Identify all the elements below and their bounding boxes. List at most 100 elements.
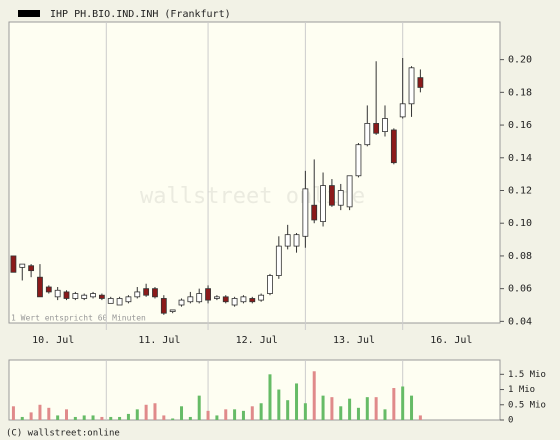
volume-bar bbox=[171, 418, 175, 420]
candle-body bbox=[355, 144, 362, 177]
candle-body bbox=[19, 263, 26, 268]
candle-body bbox=[214, 296, 220, 299]
volume-bar bbox=[401, 386, 405, 420]
volume-bar bbox=[365, 397, 369, 420]
y-tick-label: 0.04 bbox=[508, 316, 532, 327]
y-tick-label: 0 bbox=[508, 416, 513, 426]
x-tick-label: 10. Jul bbox=[32, 335, 74, 346]
volume-bar bbox=[29, 412, 33, 420]
volume-bar bbox=[321, 395, 325, 420]
candle-body bbox=[98, 294, 105, 299]
volume-bar bbox=[47, 407, 51, 420]
volume-bar bbox=[410, 395, 414, 420]
x-tick-label: 16. Jul bbox=[430, 335, 472, 346]
candle-body bbox=[187, 296, 194, 303]
volume-bar bbox=[215, 415, 219, 420]
volume-bar bbox=[206, 410, 210, 420]
x-tick-label: 12. Jul bbox=[236, 335, 278, 346]
volume-bar bbox=[250, 406, 254, 420]
candle-body bbox=[302, 188, 309, 237]
volume-bar bbox=[56, 415, 60, 420]
y-tick-label: 0.10 bbox=[508, 218, 532, 229]
volume-area bbox=[8, 359, 501, 421]
volume-bar bbox=[11, 406, 15, 420]
candle-body bbox=[284, 234, 291, 247]
volume-bar bbox=[144, 404, 148, 420]
candle-body bbox=[205, 288, 211, 301]
volume-bar bbox=[303, 403, 307, 420]
volume-bar bbox=[233, 409, 237, 420]
candle-body bbox=[178, 299, 185, 306]
candle-body bbox=[45, 286, 52, 293]
volume-bar bbox=[153, 403, 157, 420]
candle-body bbox=[169, 309, 176, 312]
legend-label: IHP PH.BIO.IND.INH (Frankfurt) bbox=[50, 9, 231, 20]
candle-body bbox=[116, 298, 123, 306]
volume-bar bbox=[374, 397, 378, 420]
y-tick-label: 0.14 bbox=[508, 153, 532, 164]
candle-body bbox=[54, 289, 61, 298]
volume-bar bbox=[259, 403, 263, 420]
volume-bar bbox=[118, 416, 122, 420]
candle-body bbox=[382, 118, 388, 133]
candle-body bbox=[390, 129, 397, 164]
candle-body bbox=[72, 293, 79, 299]
y-tick-label: 1.5 Mio bbox=[508, 370, 546, 380]
candle-body bbox=[364, 123, 371, 146]
annotation: 1 Wert entspricht 60 Minuten bbox=[11, 314, 146, 323]
candle-body bbox=[249, 298, 256, 303]
y-tick-label: 0.16 bbox=[508, 120, 532, 131]
volume-bar bbox=[277, 389, 281, 420]
volume-bar bbox=[82, 415, 86, 420]
volume-bar bbox=[162, 415, 166, 420]
candle-body bbox=[399, 103, 406, 118]
y-tick-label: 1 Mio bbox=[508, 385, 535, 395]
volume-bar bbox=[383, 409, 387, 420]
y-tick-label: 0.18 bbox=[508, 87, 532, 98]
candle-body bbox=[143, 288, 150, 296]
candle-body bbox=[346, 175, 353, 208]
candle-body bbox=[417, 77, 424, 88]
candle-body bbox=[90, 293, 96, 298]
volume-bar bbox=[73, 416, 77, 420]
volume-bar bbox=[295, 383, 299, 420]
volume-bar bbox=[418, 415, 422, 420]
volume-bar bbox=[38, 404, 42, 420]
volume-bar bbox=[109, 416, 113, 420]
candle-body bbox=[160, 298, 167, 314]
candle-body bbox=[240, 296, 247, 303]
candle-body bbox=[222, 296, 229, 303]
volume-bar bbox=[135, 409, 139, 420]
candle-body bbox=[28, 265, 35, 272]
volume-bar bbox=[312, 371, 316, 420]
volume-bar bbox=[286, 400, 290, 420]
candle-body bbox=[258, 294, 265, 301]
volume-bar bbox=[268, 374, 272, 420]
volume-bar bbox=[224, 409, 228, 420]
candle-body bbox=[81, 294, 88, 299]
candle-body bbox=[196, 293, 203, 303]
volume-bar bbox=[197, 395, 201, 420]
candle-body bbox=[231, 298, 238, 306]
candle-body bbox=[320, 185, 326, 222]
y-tick-label: 0.12 bbox=[508, 185, 532, 196]
volume-bar bbox=[392, 388, 396, 420]
candle-body bbox=[267, 275, 273, 294]
candle-body bbox=[125, 296, 132, 303]
candle-body bbox=[107, 298, 114, 304]
volume-bar bbox=[91, 415, 95, 420]
candle-body bbox=[152, 288, 158, 298]
candle-body bbox=[337, 190, 344, 206]
legend-swatch bbox=[18, 10, 40, 17]
volume-bar bbox=[65, 409, 69, 420]
x-tick-label: 13. Jul bbox=[333, 335, 375, 346]
y-tick-label: 0.06 bbox=[508, 284, 532, 295]
candle-body bbox=[134, 291, 141, 298]
candle-body bbox=[63, 291, 70, 299]
candle-body bbox=[10, 255, 17, 273]
plot-area bbox=[8, 21, 501, 324]
volume-bar bbox=[100, 416, 104, 420]
volume-bar bbox=[241, 410, 245, 420]
volume-bar bbox=[188, 416, 192, 420]
